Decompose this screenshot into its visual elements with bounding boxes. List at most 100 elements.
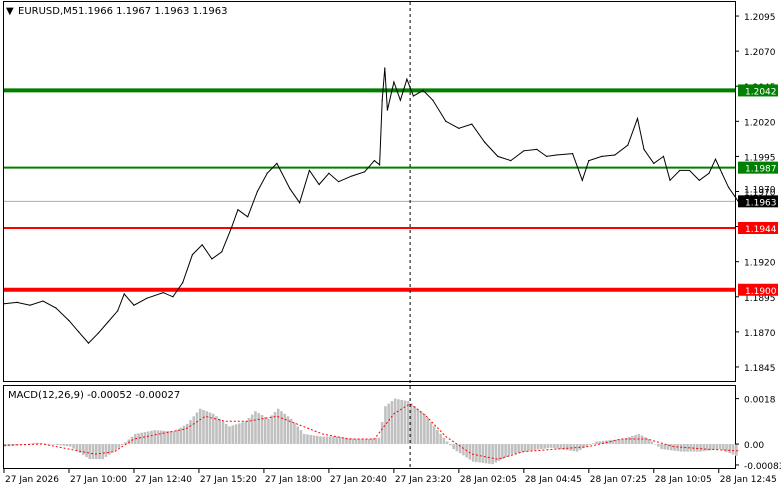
macd-histogram-bar	[260, 415, 264, 445]
price-point	[230, 227, 233, 229]
macd-histogram-bar	[65, 444, 69, 447]
macd-histogram-bar	[471, 444, 475, 462]
macd-signal-line	[3, 403, 739, 460]
macd-axis-label: 0.00	[744, 441, 764, 451]
price-point	[29, 304, 31, 306]
price-point	[237, 209, 239, 211]
time-axis-label: 27 Jan 2026	[5, 475, 59, 485]
time-axis-label: 28 Jan 07:25	[590, 475, 647, 485]
macd-histogram-bar	[517, 444, 520, 453]
price-point	[107, 321, 109, 323]
level-price-tag-text: 1.2042	[745, 87, 777, 97]
macd-histogram-bar	[46, 443, 49, 445]
macd-histogram-bar	[673, 444, 676, 451]
macd-histogram-bar	[263, 416, 267, 445]
macd-histogram-bar	[621, 438, 624, 445]
level-price-tag-1.1987	[738, 161, 778, 174]
price-point	[256, 190, 259, 193]
macd-histogram-bar	[442, 437, 446, 445]
macd-histogram-bar	[468, 444, 472, 460]
macd-histogram-bar	[75, 444, 79, 451]
macd-histogram-bar	[332, 436, 335, 445]
macd-histogram-bar	[192, 416, 196, 445]
price-axis-label: 1.2070	[744, 48, 776, 58]
price-point	[299, 202, 301, 204]
macd-histogram-bar	[215, 416, 218, 445]
macd-histogram-bar	[322, 436, 325, 445]
price-point	[393, 81, 395, 83]
macd-histogram-bar	[94, 444, 98, 460]
macd-histogram-bar	[705, 444, 709, 451]
macd-histogram-bar	[735, 444, 738, 456]
level-price-tag-1.1900	[738, 283, 778, 296]
macd-histogram-bar	[478, 444, 481, 463]
macd-histogram-bar	[592, 443, 595, 445]
macd-histogram-bar	[179, 427, 183, 445]
macd-histogram-bar	[10, 444, 14, 446]
price-point	[708, 172, 710, 174]
macd-histogram-bar	[449, 444, 452, 446]
macd-histogram-bar	[702, 444, 706, 452]
macd-histogram-bar	[670, 444, 673, 451]
time-axis-label: 27 Jan 15:20	[200, 475, 257, 485]
menu-arrow-icon[interactable]: ▼	[6, 6, 14, 17]
price-point	[662, 155, 665, 158]
time-axis-label: 28 Jan 02:05	[460, 475, 517, 485]
macd-histogram-bar	[546, 444, 550, 449]
price-axis-label: 1.1845	[744, 364, 776, 374]
price-axis-label: 1.1920	[744, 259, 776, 269]
macd-histogram-bar	[728, 444, 732, 454]
price-point	[266, 172, 268, 174]
macd-histogram-bar	[410, 403, 413, 445]
price-point	[445, 120, 447, 122]
macd-histogram-bar	[172, 431, 176, 445]
price-point	[458, 127, 460, 129]
macd-histogram-bar	[358, 438, 361, 445]
macd-histogram-bar	[16, 444, 20, 446]
macd-histogram-bar	[361, 438, 364, 445]
macd-histogram-bar	[403, 400, 407, 445]
macd-histogram-bar	[660, 444, 663, 450]
macd-histogram-bar	[276, 408, 280, 445]
macd-histogram-bar	[189, 420, 192, 445]
time-axis-label: 27 Jan 12:40	[135, 475, 192, 485]
time-axis-label: 27 Jan 23:20	[395, 475, 452, 485]
price-point	[688, 169, 691, 172]
macd-histogram-bar	[712, 444, 715, 450]
macd-histogram-bar	[608, 440, 611, 445]
macd-histogram-bar	[140, 432, 144, 445]
macd-histogram-bar	[244, 421, 248, 445]
price-point	[422, 89, 424, 92]
price-point	[614, 154, 616, 156]
macd-histogram-bar	[725, 444, 728, 452]
macd-histogram-bar	[59, 444, 62, 446]
macd-histogram-bar	[504, 444, 507, 458]
macd-histogram-bar	[13, 444, 17, 446]
level-price-tag-1.2042	[738, 84, 778, 97]
macd-histogram-bar	[426, 417, 429, 445]
price-point	[536, 148, 538, 150]
price-point	[497, 155, 499, 158]
macd-histogram-bar	[55, 444, 59, 446]
macd-histogram-bar	[510, 444, 514, 455]
price-point	[55, 307, 57, 309]
macd-histogram-bar	[657, 444, 660, 447]
macd-histogram-bar	[146, 431, 150, 445]
macd-histogram-bar	[195, 412, 199, 445]
price-point	[471, 123, 473, 125]
macd-histogram-bar	[137, 433, 140, 445]
price-point	[627, 144, 629, 146]
macd-histogram-bar	[81, 444, 85, 455]
macd-histogram-bar	[397, 399, 400, 445]
macd-histogram-bar	[237, 423, 241, 445]
macd-histogram-bar	[49, 444, 53, 445]
macd-histogram-bar	[634, 434, 637, 445]
symbol-label: EURUSD,M5	[18, 6, 78, 17]
price-point	[97, 332, 99, 334]
macd-histogram-bar	[62, 444, 66, 446]
price-point	[555, 154, 557, 156]
macd-histogram-bar	[91, 444, 95, 460]
macd-histogram-bar	[514, 444, 517, 454]
macd-histogram-bar	[393, 398, 397, 445]
